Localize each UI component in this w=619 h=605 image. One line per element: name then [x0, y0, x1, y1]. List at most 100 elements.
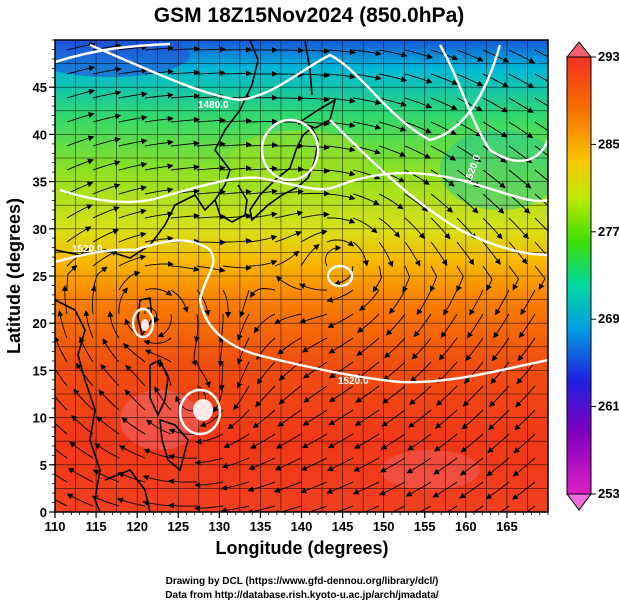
streamline-arrow — [55, 422, 68, 435]
streamline-arrow — [416, 289, 432, 316]
contour-1520-west — [55, 239, 548, 384]
colorbar-tick-label: 293 — [598, 49, 619, 64]
streamline-arrow — [170, 93, 200, 100]
streamline-arrow — [146, 419, 172, 435]
streamline-arrow — [66, 88, 95, 99]
streamline-arrow — [482, 265, 493, 292]
streamline-arrow — [435, 385, 458, 406]
streamline-arrow — [157, 313, 172, 338]
streamline-arrow — [275, 47, 304, 54]
coastline-indochina — [55, 299, 101, 512]
x-tick-label: 110 — [45, 519, 66, 534]
streamline-arrow — [489, 385, 510, 408]
colorbar-tick-label: 269 — [598, 311, 619, 326]
streamline-arrow — [456, 97, 483, 112]
streamline-arrow — [66, 181, 94, 195]
colorbar-body — [566, 56, 592, 495]
contour-vortex-taiwan — [131, 307, 155, 339]
streamline-arrow — [67, 467, 94, 483]
streamline-arrow — [404, 73, 433, 84]
streamline-arrow — [326, 217, 356, 224]
streamline-arrow — [404, 121, 432, 134]
streamline-arrow — [326, 193, 356, 201]
streamline-arrow — [456, 145, 482, 162]
streamline-arrow — [326, 73, 356, 80]
streamline-arrow — [118, 138, 148, 147]
streamline-arrow — [486, 457, 510, 477]
x-tick-label: 135 — [250, 519, 272, 534]
streamline-arrow — [170, 213, 200, 220]
streamline-arrow — [355, 385, 380, 403]
streamline-arrow — [404, 241, 421, 267]
x-tick-label: 120 — [126, 519, 148, 534]
streamline-arrow — [118, 270, 141, 291]
streamline-arrow — [352, 217, 378, 234]
streamline-arrow — [191, 337, 198, 367]
streamline-arrow — [273, 481, 302, 493]
streamline-arrow — [433, 433, 458, 452]
streamline-arrow — [437, 361, 458, 384]
streamline-arrow — [143, 448, 172, 459]
streamline-arrow — [413, 313, 432, 338]
streamline-arrow — [534, 193, 548, 207]
streamline-arrow — [248, 211, 278, 219]
streamline-arrow — [248, 457, 276, 471]
streamline-arrow — [144, 260, 174, 267]
streamline-arrow — [534, 265, 546, 290]
streamline-arrow — [482, 193, 505, 214]
y-tick-label: 35 — [33, 175, 47, 190]
streamline-arrow — [430, 169, 455, 187]
streamline-arrow — [430, 121, 457, 135]
streamline-arrow — [326, 97, 356, 104]
streamline-arrow — [66, 65, 96, 75]
streamline-arrow — [534, 121, 548, 132]
streamline-arrow — [144, 288, 173, 296]
streamline-arrow — [534, 97, 548, 107]
streamline-arrow — [118, 114, 148, 123]
streamline-arrow — [118, 287, 128, 315]
streamline-arrow — [71, 415, 94, 435]
streamline-arrow — [418, 505, 432, 512]
streamline-arrow — [96, 416, 120, 435]
y-tick-label: 15 — [33, 363, 47, 378]
streamline-arrow — [61, 285, 68, 315]
streamline-arrow — [69, 441, 94, 459]
streamline-arrow — [248, 165, 278, 172]
streamline-arrow — [434, 409, 458, 429]
contour-1520-east — [329, 119, 548, 257]
y-tick-label: 30 — [33, 222, 47, 237]
streamline-arrow — [430, 217, 451, 240]
x-tick-label: 155 — [414, 519, 436, 534]
coastline-china — [55, 40, 259, 259]
vortex-center-south — [193, 399, 213, 421]
streamline-arrow — [222, 141, 252, 148]
streamline-arrow — [92, 136, 121, 147]
streamline-arrow — [273, 505, 302, 512]
streamline-arrow — [274, 313, 302, 325]
colorbar-bottom-triangle — [566, 493, 592, 511]
streamline-arrow — [227, 409, 250, 430]
y-axis: 0 5 10 15 20 25 30 35 40 45 — [33, 39, 55, 520]
streamline-arrow — [121, 417, 146, 435]
streamline-arrow — [252, 409, 276, 429]
streamline-arrow — [325, 244, 342, 267]
streamline-arrow — [300, 144, 330, 151]
streamline-arrow — [352, 73, 382, 81]
streamline-arrow — [404, 97, 433, 109]
streamline-arrow — [356, 337, 380, 356]
streamline-arrow — [144, 187, 174, 195]
streamline-arrow — [156, 361, 172, 387]
warm-patch-east — [380, 450, 480, 490]
streamline-arrow — [430, 241, 448, 266]
streamline-arrow — [144, 45, 174, 52]
streamline-arrow — [372, 265, 382, 293]
streamline-arrow — [92, 113, 122, 123]
streamline-arrow — [194, 313, 200, 343]
streamline-arrow — [274, 250, 300, 267]
streamline-arrow — [456, 193, 479, 214]
streamline-arrow — [144, 163, 174, 171]
streamline-arrow — [220, 481, 250, 491]
streamline-arrow — [493, 313, 510, 339]
y-tick-label: 5 — [40, 458, 47, 473]
streamline-arrow — [384, 337, 406, 359]
